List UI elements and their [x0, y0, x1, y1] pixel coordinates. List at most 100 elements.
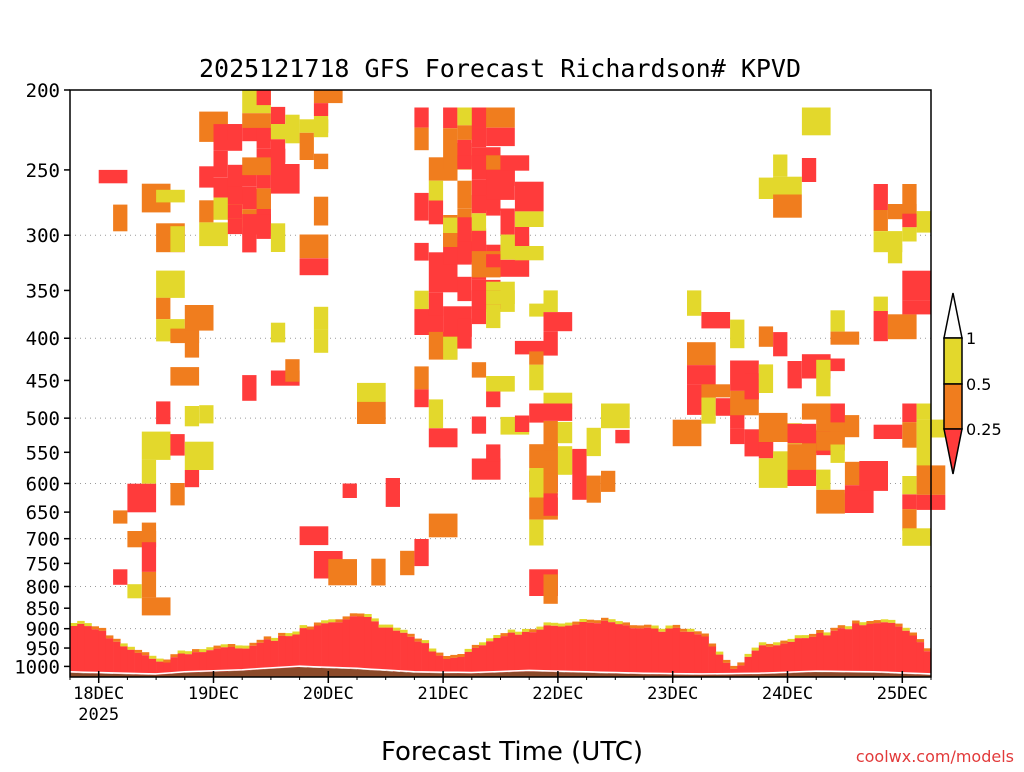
bl-cell [263, 639, 272, 670]
bl-top-cell [766, 643, 774, 647]
ri-cell [242, 375, 257, 401]
ri-cell [113, 204, 128, 232]
x-axis-label: Forecast Time (UTC) [381, 737, 643, 767]
ri-cell [486, 155, 501, 170]
bl-cell [120, 646, 128, 674]
bl-cell [141, 655, 150, 675]
bl-top-cell [730, 665, 738, 669]
ri-cell [687, 365, 716, 385]
bl-top-cell [199, 649, 207, 653]
y-tick-label: 1000 [14, 656, 60, 678]
bl-cell [385, 627, 394, 671]
bl-top-cell [335, 619, 343, 623]
ri-cell [414, 366, 429, 390]
bl-cell [737, 665, 745, 675]
ri-cell [543, 421, 558, 451]
bl-cell [364, 617, 372, 670]
ri-cell [543, 331, 558, 356]
bl-cell [866, 624, 874, 673]
ri-cell [299, 258, 329, 276]
bl-cell [192, 652, 200, 673]
ri-cell [242, 214, 271, 235]
ri-cell [299, 234, 329, 259]
ri-cell [313, 116, 329, 138]
bl-top-cell [514, 631, 523, 635]
ri-cell [543, 470, 558, 495]
bl-top-cell [887, 619, 896, 623]
bl-cell [134, 652, 143, 675]
bl-cell [780, 643, 788, 674]
bl-top-cell [780, 640, 788, 644]
y-tick-label: 750 [26, 553, 60, 575]
ri-cell [428, 428, 458, 448]
bl-cell [522, 631, 530, 672]
ri-cell [357, 401, 386, 424]
bl-top-cell [615, 621, 623, 625]
bl-cell [679, 631, 688, 675]
bl-top-cell [306, 626, 315, 630]
bl-cell [514, 634, 523, 672]
bl-cell [579, 622, 587, 673]
ri-cell [113, 569, 128, 585]
ri-cell [471, 127, 487, 148]
bl-top-cell [163, 659, 171, 663]
bl-cell [572, 624, 580, 673]
bl-top-cell [148, 655, 157, 659]
bl-top-cell [70, 623, 78, 626]
bl-cell [357, 616, 365, 670]
bl-cell [464, 651, 473, 674]
ri-cell [199, 405, 214, 424]
bl-top-cell [270, 637, 279, 641]
bl-cell [687, 631, 695, 675]
bl-top-cell [235, 645, 243, 649]
bl-cell [773, 645, 781, 674]
bl-top-cell [457, 654, 465, 657]
bl-top-cell [156, 658, 164, 662]
bl-cell [644, 627, 652, 675]
axes: 200 250 300 350 400 450 500 550 600 650 7007508008… [14, 80, 932, 725]
ri-cell [299, 132, 314, 160]
ri-cell [184, 305, 214, 331]
bl-cell [902, 630, 910, 674]
ri-cell [414, 539, 429, 567]
bl-cell [586, 622, 595, 673]
ri-cell [170, 483, 185, 506]
bl-top-cell [421, 640, 430, 644]
ri-cell [486, 290, 515, 304]
ri-cell [486, 254, 501, 268]
bl-cell [565, 625, 573, 673]
ri-cell [514, 181, 544, 212]
bl-top-cell [500, 633, 508, 637]
ri-cell [816, 469, 831, 490]
bl-cell [70, 626, 78, 673]
ri-cell [486, 391, 501, 408]
ri-cell [830, 403, 845, 423]
ri-cell [471, 230, 487, 252]
bl-top-cell [357, 613, 365, 617]
bl-top-cell [242, 645, 250, 649]
ri-cell [256, 188, 271, 209]
bl-cell [213, 648, 221, 672]
bl-top-cell [679, 628, 688, 632]
ri-cell [916, 403, 931, 420]
bl-top-cell [91, 626, 99, 630]
ri-cell [486, 444, 501, 462]
bl-cell [278, 635, 286, 669]
bl-cell [859, 625, 867, 673]
ri-cell [529, 468, 544, 498]
ri-cell [313, 306, 329, 330]
ri-cell [170, 434, 185, 456]
bl-top-cell [866, 621, 874, 624]
bl-top-cell [177, 650, 186, 654]
bl-top-cell [758, 642, 767, 646]
bl-cell [77, 623, 85, 673]
bl-cell [529, 632, 537, 672]
bl-top-cell [105, 635, 114, 639]
bl-top-cell [371, 618, 379, 622]
bl-top-cell [665, 625, 673, 629]
bl-cell [550, 625, 559, 672]
bl-top-cell [636, 625, 645, 629]
bl-cell [105, 638, 114, 674]
bl-top-cell [880, 619, 889, 623]
ri-cell [601, 403, 630, 429]
